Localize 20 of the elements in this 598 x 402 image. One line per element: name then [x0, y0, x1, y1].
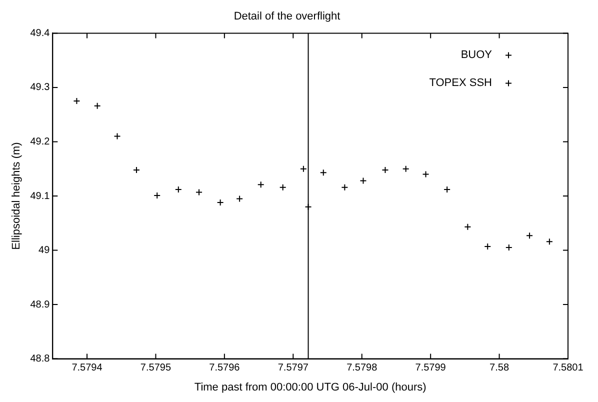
x-tick-label: 7.5801 [552, 362, 584, 374]
x-tick-label: 7.5794 [72, 362, 103, 374]
x-axis-title: Time past from 00:00:00 UTG 06-Jul-00 (hours) [194, 381, 426, 394]
y-tick-label: 49.4 [30, 28, 50, 39]
x-tick-label: 7.5795 [140, 362, 172, 374]
x-tick-label: 7.5799 [415, 362, 446, 374]
x-tick-label: 7.58 [490, 362, 510, 374]
legend-label: BUOY [460, 49, 493, 62]
y-axis-title: Ellipsoidal heights (m) [10, 142, 23, 250]
legend-label: TOPEX SSH [429, 77, 492, 90]
y-tick-label: 48.9 [30, 299, 50, 310]
y-tick-label: 49.2 [30, 136, 50, 148]
x-tick-label: 7.5797 [278, 362, 309, 374]
chart-title: Detail of the overflight [234, 10, 340, 23]
y-tick-label: 49.3 [30, 82, 50, 94]
x-tick-label: 7.5798 [346, 362, 378, 374]
y-tick-label: 48.8 [30, 354, 50, 365]
y-tick-label: 49.1 [30, 190, 50, 202]
x-tick-label: 7.5796 [209, 362, 240, 374]
y-tick-label: 49 [38, 245, 50, 256]
